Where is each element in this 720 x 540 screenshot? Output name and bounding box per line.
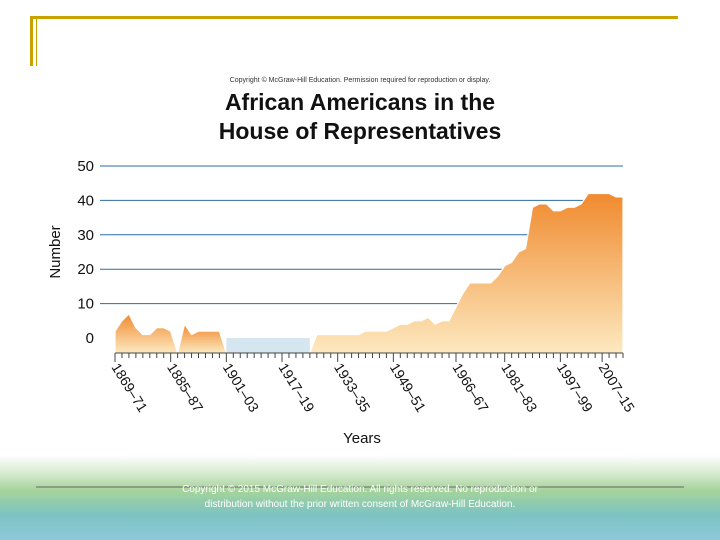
y-tick-label: 30	[77, 227, 94, 244]
copyright-footer: Copyright © 2015 McGraw-Hill Education. …	[182, 484, 538, 510]
zero-band	[226, 338, 310, 353]
y-tick-label: 50	[77, 158, 94, 175]
x-tick-label: 1933–35	[331, 360, 374, 415]
y-tick-label: 40	[77, 192, 94, 209]
frame-top-rule	[30, 16, 678, 19]
chart-title-line-1: African Americans in the	[224, 89, 496, 115]
chart-title: African Americans in the House of Repres…	[0, 88, 720, 146]
y-tick-labels: 0 10 20 30 40 50	[77, 158, 94, 347]
area-chart: 0 10 20 30 40 50 1869–71 1885–87 1901–03 1917–19…	[47, 158, 638, 447]
frame-left-rule	[30, 16, 33, 66]
y-tick-label: 0	[86, 330, 94, 347]
area-segment	[114, 313, 179, 354]
x-tick-label: 1981–83	[498, 360, 541, 415]
x-tick-label: 1885–87	[164, 360, 207, 415]
x-tick-label: 1869–71	[108, 360, 151, 415]
area-segment	[177, 323, 227, 354]
x-tick-label: 1917–19	[275, 360, 318, 415]
y-tick-label: 10	[77, 296, 94, 313]
chart-title-line-2: House of Representatives	[218, 118, 502, 144]
x-tick-label: 1966–67	[449, 360, 492, 415]
frame-left-rule-thin	[36, 16, 37, 66]
footer-gradient-band	[0, 455, 720, 540]
x-tick-label: 1949–51	[387, 360, 430, 415]
x-tick-label: 1997–99	[554, 360, 597, 415]
y-axis-label: Number	[47, 225, 64, 278]
zero-members-band	[226, 338, 310, 353]
area-segment	[309, 192, 624, 354]
permission-credit-line: Copyright © McGraw-Hill Education. Permi…	[229, 77, 491, 84]
data-area	[114, 192, 624, 354]
x-tick-label: 1901–03	[220, 360, 263, 415]
x-axis	[114, 352, 624, 362]
x-tick-labels: 1869–71 1885–87 1901–03 1917–19 1933–35 1949–…	[108, 360, 638, 415]
x-axis-label: Years	[343, 430, 381, 447]
footer-rule	[36, 486, 684, 488]
y-tick-label: 20	[77, 261, 94, 278]
x-tick-label: 2007–15	[596, 360, 639, 415]
